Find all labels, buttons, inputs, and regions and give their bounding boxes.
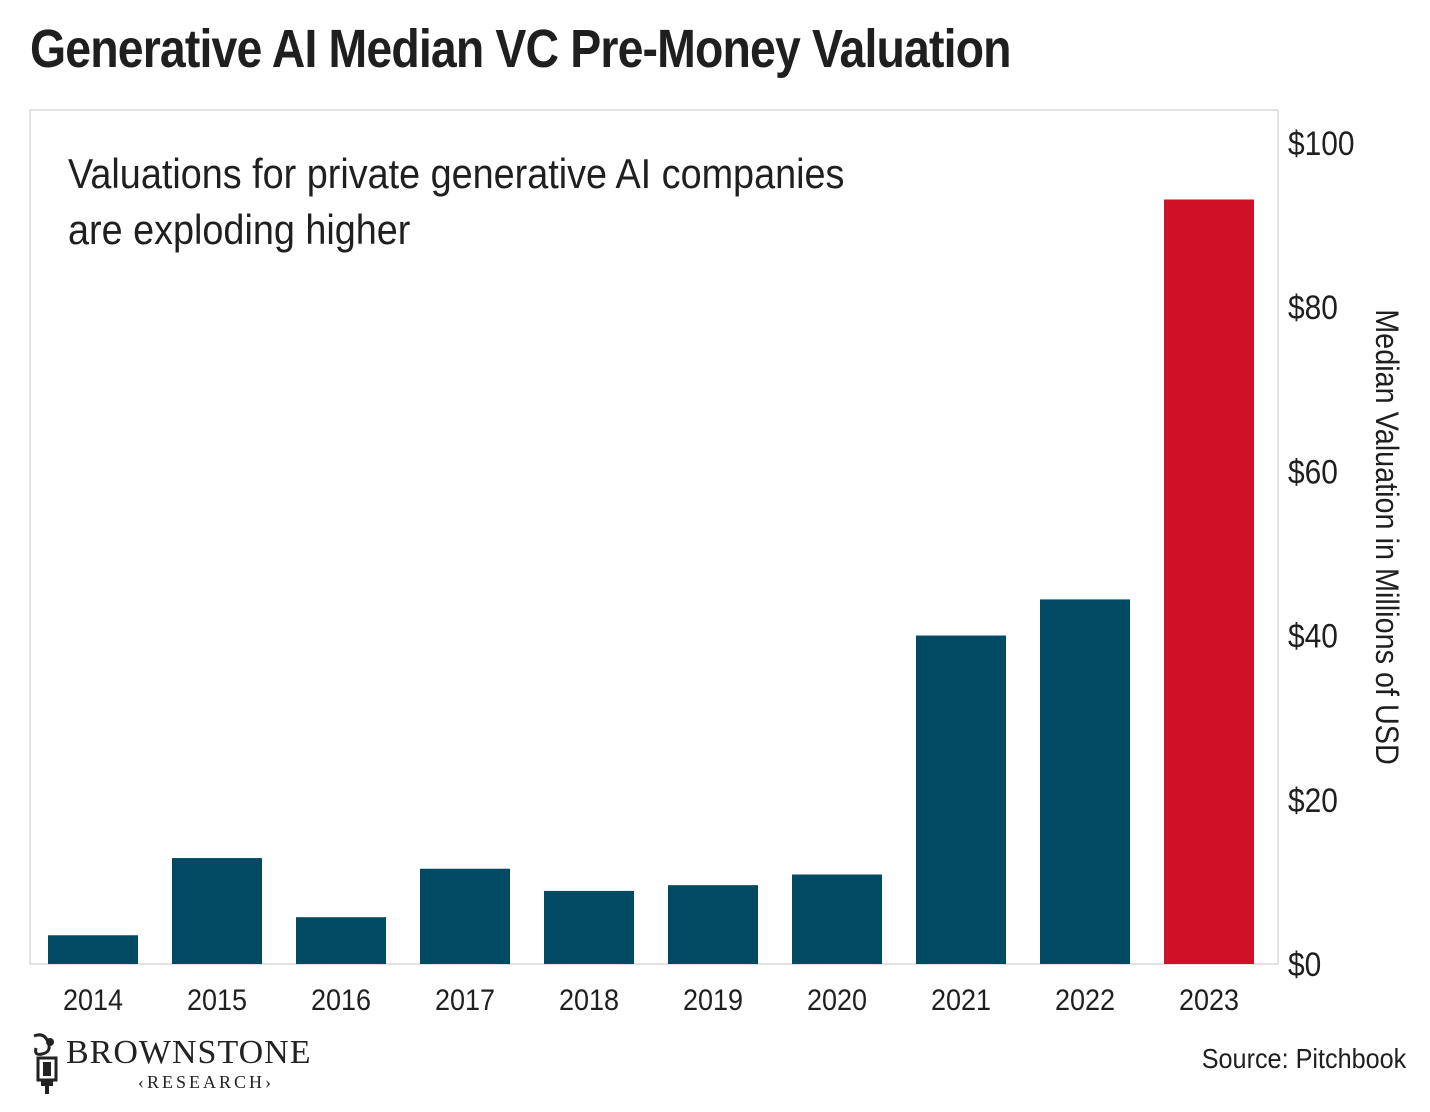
x-tick-label: 2023 bbox=[1179, 984, 1239, 1018]
y-tick-label: $40 bbox=[1288, 617, 1338, 655]
bar-2014 bbox=[48, 935, 138, 964]
x-tick-label: 2017 bbox=[435, 984, 495, 1018]
logo-subtitle: ‹RESEARCH› bbox=[138, 1072, 275, 1092]
brownstone-logo: BROWNSTONE ‹RESEARCH› bbox=[28, 1032, 408, 1102]
bar-2023 bbox=[1164, 199, 1254, 965]
chart-annotation-line: are exploding higher bbox=[68, 207, 410, 253]
bar-2016 bbox=[296, 917, 386, 964]
y-tick-label: $100 bbox=[1288, 124, 1355, 162]
x-tick-label: 2014 bbox=[63, 984, 123, 1018]
bar-2018 bbox=[544, 890, 634, 964]
logo-name: BROWNSTONE bbox=[66, 1034, 312, 1071]
x-tick-label: 2019 bbox=[683, 984, 743, 1018]
chart-annotation-line: Valuations for private generative AI com… bbox=[68, 151, 844, 197]
chart-title: Generative AI Median VC Pre-Money Valuat… bbox=[30, 19, 1012, 79]
y-tick-label: $0 bbox=[1288, 945, 1321, 983]
x-tick-label: 2016 bbox=[311, 984, 371, 1018]
x-tick-label: 2021 bbox=[931, 984, 991, 1018]
lantern-icon bbox=[33, 1033, 58, 1094]
bar-2017 bbox=[420, 868, 510, 964]
y-tick-label: $60 bbox=[1288, 453, 1338, 491]
bar-2020 bbox=[792, 874, 882, 964]
bar-2022 bbox=[1040, 599, 1130, 964]
x-tick-label: 2022 bbox=[1055, 984, 1115, 1018]
bar-2015 bbox=[172, 858, 262, 964]
y-tick-label: $20 bbox=[1288, 781, 1338, 819]
x-tick-label: 2018 bbox=[559, 984, 619, 1018]
plot-frame bbox=[29, 109, 1279, 965]
x-tick-label: 2015 bbox=[187, 984, 247, 1018]
bar-2019 bbox=[668, 885, 758, 964]
x-tick-label: 2020 bbox=[807, 984, 867, 1018]
bar-2021 bbox=[916, 635, 1006, 964]
y-axis-label: Median Valuation in Millions of USD bbox=[1369, 309, 1405, 765]
y-tick-label: $80 bbox=[1288, 288, 1338, 326]
source-note: Source: Pitchbook bbox=[1201, 1043, 1406, 1074]
